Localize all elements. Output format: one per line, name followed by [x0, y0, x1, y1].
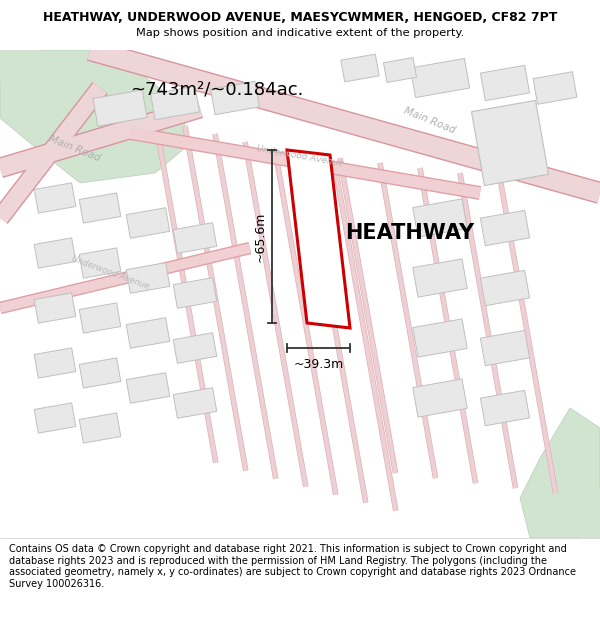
Text: Map shows position and indicative extent of the property.: Map shows position and indicative extent… — [136, 28, 464, 38]
Polygon shape — [34, 348, 76, 378]
Polygon shape — [173, 388, 217, 418]
Polygon shape — [481, 330, 530, 366]
Polygon shape — [79, 303, 121, 333]
Polygon shape — [580, 488, 600, 538]
Polygon shape — [34, 238, 76, 268]
Polygon shape — [126, 318, 170, 348]
Polygon shape — [413, 379, 467, 417]
Polygon shape — [126, 262, 170, 293]
Polygon shape — [481, 270, 530, 306]
Polygon shape — [34, 403, 76, 433]
Polygon shape — [173, 278, 217, 308]
Polygon shape — [481, 65, 530, 101]
Text: Underwood Avenue: Underwood Avenue — [70, 255, 150, 291]
Polygon shape — [383, 58, 416, 82]
Polygon shape — [173, 332, 217, 363]
Polygon shape — [533, 72, 577, 104]
Polygon shape — [126, 208, 170, 238]
Polygon shape — [34, 183, 76, 213]
Polygon shape — [151, 86, 199, 120]
Text: Underwood Avenue: Underwood Avenue — [256, 144, 344, 168]
Polygon shape — [410, 59, 470, 98]
Text: Main Road: Main Road — [403, 105, 457, 135]
Polygon shape — [520, 408, 600, 538]
Polygon shape — [34, 293, 76, 323]
Polygon shape — [173, 222, 217, 253]
Polygon shape — [79, 248, 121, 278]
Text: ~39.3m: ~39.3m — [293, 357, 344, 371]
Polygon shape — [93, 90, 147, 126]
Polygon shape — [413, 199, 467, 237]
Polygon shape — [79, 413, 121, 443]
Polygon shape — [472, 101, 548, 186]
Polygon shape — [413, 259, 467, 297]
Polygon shape — [0, 50, 40, 83]
Polygon shape — [79, 358, 121, 388]
Polygon shape — [79, 193, 121, 223]
Text: ~743m²/~0.184ac.: ~743m²/~0.184ac. — [130, 81, 304, 99]
Polygon shape — [481, 390, 530, 426]
Polygon shape — [481, 210, 530, 246]
Text: HEATHWAY, UNDERWOOD AVENUE, MAESYCWMMER, HENGOED, CF82 7PT: HEATHWAY, UNDERWOOD AVENUE, MAESYCWMMER,… — [43, 11, 557, 24]
Polygon shape — [341, 54, 379, 82]
Polygon shape — [0, 50, 185, 183]
Text: Contains OS data © Crown copyright and database right 2021. This information is : Contains OS data © Crown copyright and d… — [9, 544, 576, 589]
Polygon shape — [287, 150, 350, 328]
Text: Main Road: Main Road — [48, 133, 102, 163]
Polygon shape — [413, 319, 467, 357]
Polygon shape — [211, 81, 259, 115]
Text: ~65.6m: ~65.6m — [254, 211, 266, 262]
Text: HEATHWAY: HEATHWAY — [346, 223, 475, 243]
Polygon shape — [126, 372, 170, 403]
